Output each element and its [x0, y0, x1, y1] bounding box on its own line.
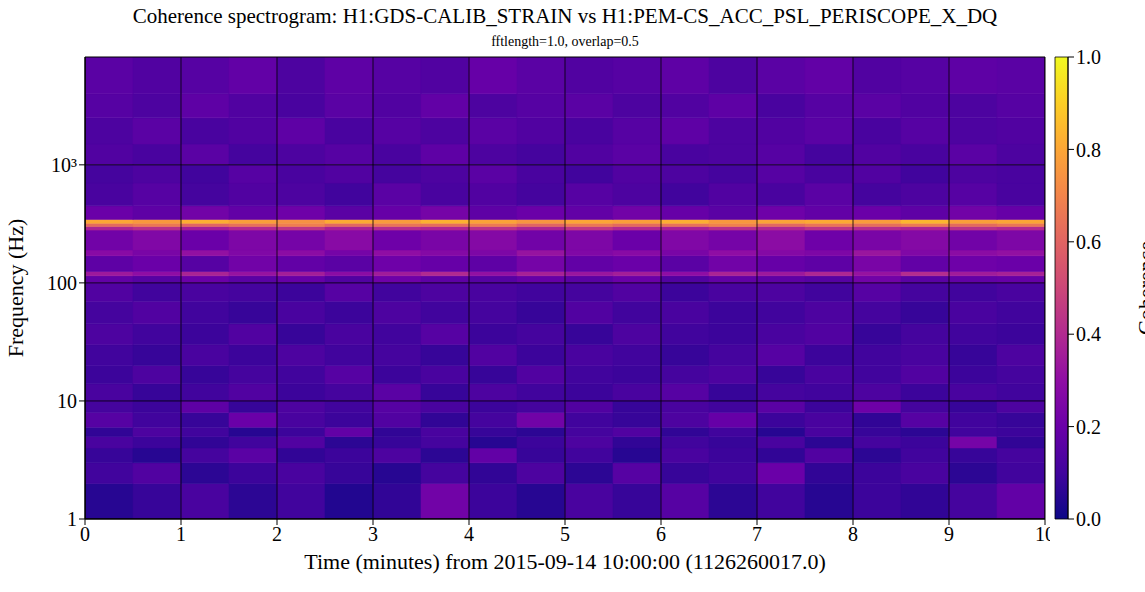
- svg-text:4: 4: [464, 523, 474, 545]
- svg-text:10³: 10³: [51, 154, 77, 176]
- svg-text:10: 10: [1035, 523, 1050, 545]
- html-text:Coherence spectrogram: H1:GDS-: Coherence spectrogram: H1:GDS-CALIB_STRA…: [132, 4, 998, 28]
- svg-text:5: 5: [560, 523, 570, 545]
- svg-text:1: 1: [67, 508, 77, 530]
- svg-text:9: 9: [944, 523, 954, 545]
- svg-text:8: 8: [848, 523, 858, 545]
- svg-text:1.0: 1.0: [1076, 46, 1101, 68]
- svg-text:0.0: 0.0: [1076, 508, 1101, 530]
- svg-text:0.8: 0.8: [1076, 139, 1101, 161]
- svg-text:10: 10: [57, 390, 77, 412]
- svg-text:3: 3: [368, 523, 378, 545]
- svg-text:0.2: 0.2: [1076, 416, 1101, 438]
- svg-text:6: 6: [656, 523, 666, 545]
- html-text:fftlength=1.0, overlap=0.5: fftlength=1.0, overlap=0.5: [491, 34, 639, 49]
- svg-text:0: 0: [80, 523, 90, 545]
- svg-text:Frequency (Hz): Frequency (Hz): [8, 219, 28, 358]
- svg-text:Coherence: Coherence: [1133, 241, 1137, 335]
- svg-text:1: 1: [176, 523, 186, 545]
- svg-text:Time (minutes) from 2015-09-14: Time (minutes) from 2015-09-14 10:00:00 …: [304, 549, 825, 574]
- svg-text:7: 7: [752, 523, 762, 545]
- svg-text:0.4: 0.4: [1076, 323, 1101, 345]
- svg-text:0.6: 0.6: [1076, 231, 1101, 253]
- svg-text:100: 100: [47, 272, 77, 294]
- svg-text:2: 2: [272, 523, 282, 545]
